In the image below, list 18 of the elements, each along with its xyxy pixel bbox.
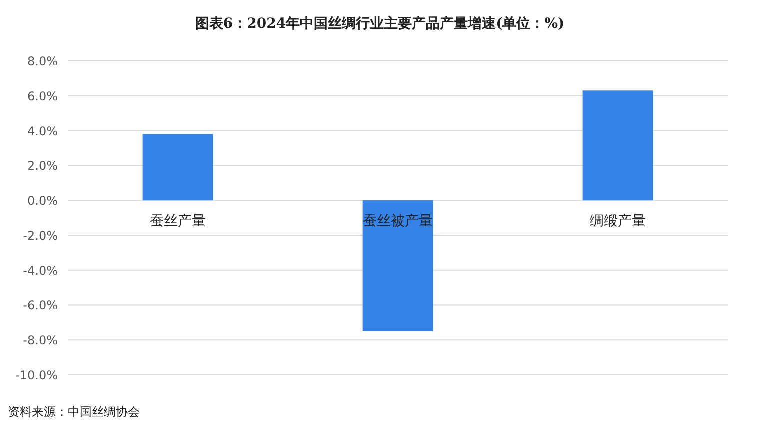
y-tick-label: 8.0% [28,54,58,68]
bar [362,200,434,332]
bar [142,134,214,201]
x-tick-label: 绸缎产量 [590,214,646,230]
y-tick-label: 6.0% [28,89,58,104]
y-tick-label: 4.0% [28,124,58,138]
y-tick-label: -2.0% [23,228,58,243]
text: 资料来源：中国丝绸协会 [8,405,140,419]
bar [582,90,654,201]
y-tick-label: -10.0% [16,368,58,382]
x-tick-label: 蚕丝被产量 [363,214,433,230]
chart-title: 图表6：2024年中国丝绸行业主要产品产量增速(单位：%) [195,15,565,32]
y-tick-label: -8.0% [23,334,58,348]
x-tick-label: 蚕丝产量 [150,214,206,230]
y-tick-label: 0.0% [28,194,58,208]
y-tick-label: -4.0% [23,264,58,278]
y-tick-label: -6.0% [23,298,58,313]
y-tick-label: 2.0% [28,159,58,174]
